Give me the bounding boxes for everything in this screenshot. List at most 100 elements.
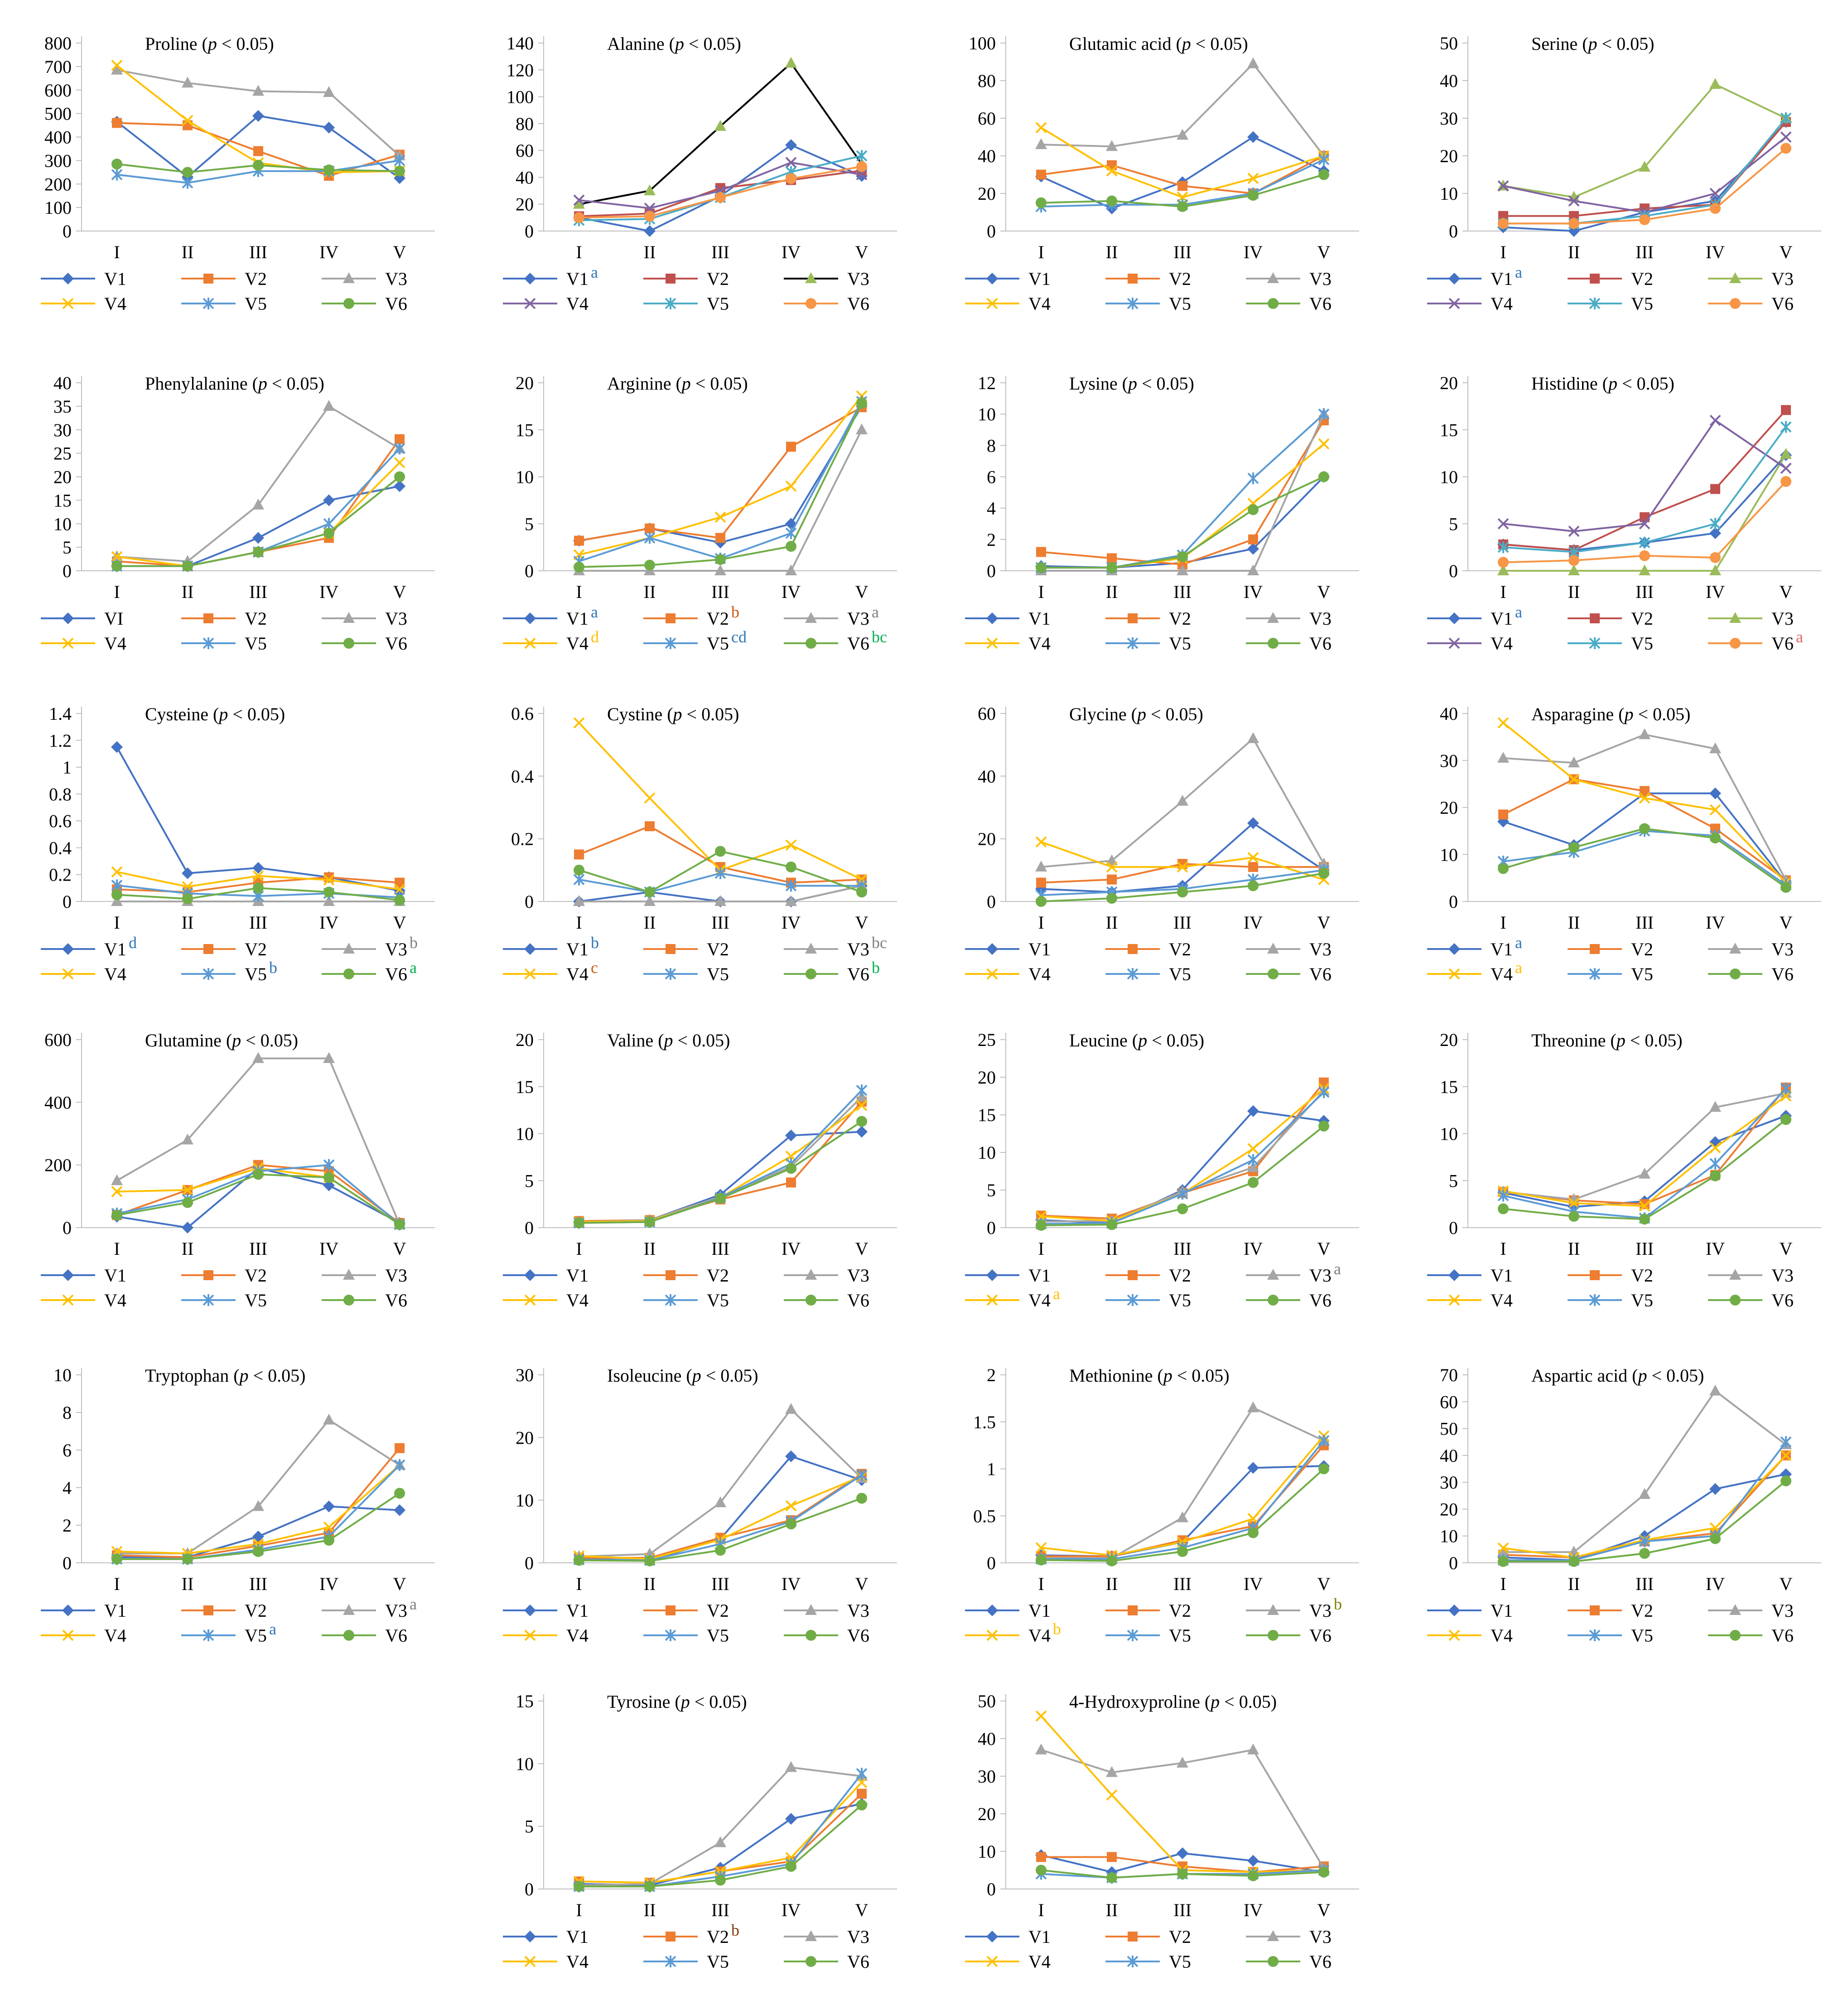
legend-marker-v2	[1128, 1270, 1138, 1280]
data-point-v5	[785, 880, 797, 892]
data-point-v3	[644, 895, 656, 906]
x-tick-label: IV	[1706, 1574, 1725, 1594]
significance-letter: a	[410, 959, 417, 977]
legend-marker-v3	[805, 1269, 817, 1280]
data-point-v4	[1568, 773, 1580, 785]
legend-label-v2: V2	[1169, 939, 1191, 959]
data-point-v6	[1780, 143, 1791, 154]
legend-label-v5: V5	[1169, 1625, 1191, 1646]
data-point-v3	[1709, 78, 1721, 89]
data-point-v6	[1639, 1214, 1650, 1225]
x-tick-label: I	[1500, 582, 1506, 602]
legend-marker-v6	[1730, 968, 1741, 979]
data-point-v3	[1497, 752, 1509, 763]
legend-label-v5: V5	[1631, 294, 1653, 314]
data-point-v5	[785, 527, 797, 539]
x-tick-label: III	[1636, 242, 1654, 262]
legend-marker-v6	[1730, 1630, 1741, 1641]
legend-label-v6: V6	[1771, 964, 1794, 984]
y-tick-label: 0	[987, 891, 996, 912]
legend-marker-v4	[986, 637, 998, 649]
data-point-v6	[786, 541, 796, 552]
data-point-v3	[714, 1836, 726, 1847]
data-point-v6	[574, 561, 584, 573]
significance-letter: a	[1515, 959, 1522, 977]
series-line-v2	[579, 406, 862, 542]
data-point-v6	[644, 211, 655, 222]
legend-marker-v1	[986, 612, 998, 624]
data-point-v6	[574, 864, 584, 876]
data-point-v4	[1106, 1789, 1118, 1801]
y-tick-label: 0	[987, 561, 996, 581]
legend-marker-v6	[1268, 1630, 1279, 1641]
data-point-v6	[111, 159, 122, 170]
legend-label-v4: V4	[566, 294, 589, 314]
series-line-v2	[1041, 419, 1325, 566]
legend-marker-v5	[1127, 1294, 1139, 1306]
data-point-v4	[1709, 188, 1721, 199]
data-point-v6	[574, 1881, 584, 1892]
data-point-v3	[1709, 564, 1721, 575]
legend-marker-v4	[62, 968, 74, 980]
x-tick-label: III	[249, 912, 267, 933]
data-point-v2	[715, 533, 725, 543]
data-point-v6	[715, 192, 726, 203]
x-tick-label: II	[644, 1238, 656, 1259]
data-point-v3	[323, 895, 335, 906]
data-point-v6	[574, 1555, 584, 1566]
legend-marker-v5	[1589, 968, 1601, 980]
legend-marker-v5	[665, 1629, 676, 1641]
legend-label-v5: V5	[707, 294, 729, 314]
data-point-v1	[252, 862, 264, 874]
legend-marker-v4	[986, 1956, 998, 1967]
legend-label-v2: V2	[245, 939, 267, 959]
data-point-v1	[252, 532, 264, 544]
y-tick-label: 10	[1440, 183, 1458, 204]
chart-title: Methionine (p < 0.05)	[1069, 1365, 1230, 1386]
y-tick-label: 10	[516, 1124, 534, 1144]
legend-label-v3: V3	[1771, 1265, 1794, 1286]
data-point-v1	[323, 1500, 335, 1513]
y-tick-label: 20	[1440, 798, 1458, 818]
data-point-v2	[1248, 534, 1258, 544]
x-tick-label: III	[1636, 912, 1654, 933]
data-point-v4	[1106, 165, 1118, 177]
data-point-v6	[856, 1799, 867, 1811]
legend-label-v6: V6	[1771, 633, 1794, 654]
data-point-v3	[1247, 1743, 1259, 1754]
y-tick-label: 50	[1440, 1419, 1458, 1439]
data-point-v4	[714, 511, 726, 523]
legend-marker-v5	[1589, 1629, 1601, 1641]
x-tick-label: I	[1500, 912, 1506, 933]
data-point-v5	[182, 177, 193, 189]
y-tick-label: 5	[525, 1817, 534, 1837]
legend-label-v4: V4	[1028, 1951, 1051, 1972]
x-tick-label: IV	[1244, 1574, 1263, 1594]
y-tick-label: 10	[978, 1142, 996, 1163]
data-point-v6	[1568, 1556, 1579, 1567]
legend-marker-v4	[62, 1629, 74, 1641]
data-point-v4	[1035, 836, 1047, 848]
x-tick-label: IV	[319, 1238, 338, 1259]
data-point-v4	[1568, 1197, 1580, 1209]
data-point-v3	[785, 1761, 797, 1772]
data-point-v3	[1247, 1161, 1259, 1172]
legend-marker-v1	[986, 273, 998, 284]
data-point-v5	[1497, 541, 1509, 554]
data-point-v5	[1780, 1082, 1792, 1094]
legend-marker-v1	[1448, 943, 1460, 955]
data-point-v3	[1639, 1167, 1650, 1179]
data-point-v6	[715, 554, 726, 565]
data-point-v6	[182, 167, 193, 178]
chart-title: Serine (p < 0.05)	[1531, 34, 1654, 54]
data-point-v6	[1036, 1220, 1047, 1231]
legend-label-v4: V4	[104, 633, 126, 654]
legend-marker-v3	[343, 612, 355, 623]
data-point-v3	[1247, 57, 1259, 68]
data-point-v4	[573, 717, 585, 729]
legend-label-v4: V4	[566, 1951, 589, 1972]
data-point-v4	[1780, 1450, 1792, 1461]
